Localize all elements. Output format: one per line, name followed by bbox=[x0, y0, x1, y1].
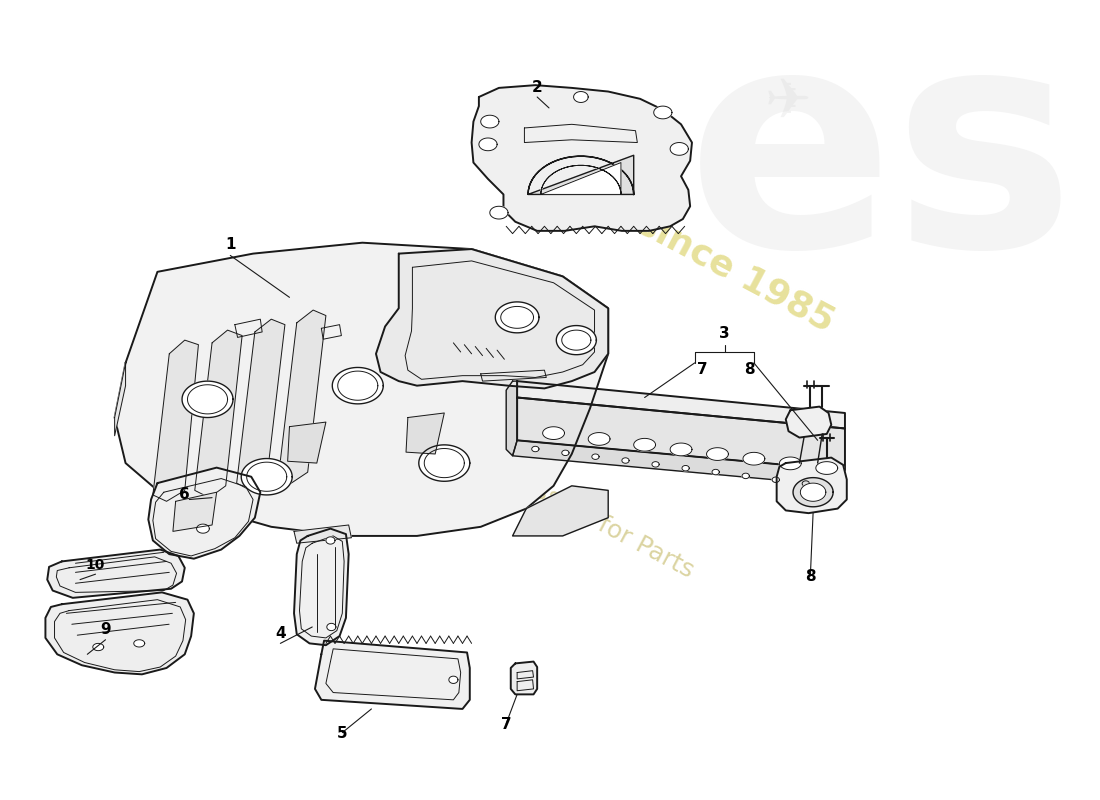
Polygon shape bbox=[706, 448, 728, 461]
Polygon shape bbox=[495, 302, 539, 333]
Text: since 1985: since 1985 bbox=[631, 206, 840, 338]
Polygon shape bbox=[406, 413, 444, 454]
Polygon shape bbox=[326, 537, 336, 544]
Polygon shape bbox=[47, 550, 185, 598]
Polygon shape bbox=[195, 330, 242, 498]
Polygon shape bbox=[332, 367, 383, 404]
Polygon shape bbox=[294, 529, 349, 645]
Text: ✈: ✈ bbox=[766, 76, 812, 130]
Polygon shape bbox=[634, 438, 656, 451]
Polygon shape bbox=[45, 592, 194, 674]
Text: 2: 2 bbox=[531, 79, 542, 94]
Text: es: es bbox=[686, 14, 1076, 311]
Polygon shape bbox=[376, 249, 608, 388]
Polygon shape bbox=[173, 492, 217, 531]
Polygon shape bbox=[478, 138, 497, 150]
Polygon shape bbox=[712, 470, 719, 474]
Polygon shape bbox=[802, 481, 810, 486]
Polygon shape bbox=[621, 458, 629, 463]
Polygon shape bbox=[288, 422, 326, 463]
Polygon shape bbox=[294, 525, 351, 543]
Polygon shape bbox=[148, 468, 261, 558]
Text: 6: 6 bbox=[179, 487, 190, 502]
Polygon shape bbox=[542, 426, 564, 439]
Polygon shape bbox=[327, 623, 336, 630]
Polygon shape bbox=[153, 340, 198, 502]
Polygon shape bbox=[197, 524, 209, 533]
Polygon shape bbox=[742, 473, 749, 478]
Polygon shape bbox=[588, 433, 610, 446]
Text: 4: 4 bbox=[275, 626, 286, 641]
Polygon shape bbox=[481, 115, 499, 128]
Text: 10: 10 bbox=[86, 558, 106, 572]
Polygon shape bbox=[236, 319, 285, 490]
Text: 7: 7 bbox=[696, 362, 707, 377]
Text: 5: 5 bbox=[337, 726, 348, 741]
Polygon shape bbox=[793, 478, 833, 506]
Polygon shape bbox=[517, 398, 845, 470]
Polygon shape bbox=[134, 640, 145, 647]
Polygon shape bbox=[114, 242, 608, 536]
Polygon shape bbox=[670, 443, 692, 456]
Polygon shape bbox=[92, 643, 103, 650]
Text: 8: 8 bbox=[744, 362, 755, 377]
Text: 1: 1 bbox=[226, 237, 235, 252]
Polygon shape bbox=[652, 462, 659, 467]
Polygon shape bbox=[472, 85, 692, 231]
Polygon shape bbox=[449, 676, 458, 683]
Text: 9: 9 bbox=[100, 622, 111, 638]
Polygon shape bbox=[653, 106, 672, 119]
Polygon shape bbox=[419, 445, 470, 482]
Polygon shape bbox=[772, 477, 780, 482]
Polygon shape bbox=[315, 641, 470, 709]
Polygon shape bbox=[777, 458, 847, 513]
Polygon shape bbox=[780, 457, 801, 470]
Polygon shape bbox=[114, 363, 125, 436]
Polygon shape bbox=[562, 450, 569, 455]
Polygon shape bbox=[510, 662, 537, 694]
Polygon shape bbox=[528, 155, 634, 194]
Polygon shape bbox=[182, 381, 233, 418]
Polygon shape bbox=[517, 381, 845, 429]
Text: 3: 3 bbox=[719, 326, 730, 342]
Polygon shape bbox=[557, 326, 596, 354]
Polygon shape bbox=[513, 486, 608, 536]
Text: 7: 7 bbox=[500, 717, 512, 732]
Polygon shape bbox=[531, 446, 539, 452]
Polygon shape bbox=[278, 310, 326, 483]
Polygon shape bbox=[785, 406, 832, 438]
Text: 8: 8 bbox=[805, 570, 816, 585]
Polygon shape bbox=[682, 466, 690, 471]
Polygon shape bbox=[742, 452, 764, 465]
Polygon shape bbox=[506, 381, 517, 456]
Polygon shape bbox=[816, 462, 838, 474]
Polygon shape bbox=[592, 454, 600, 459]
Polygon shape bbox=[490, 206, 508, 219]
Text: a passion for Parts: a passion for Parts bbox=[482, 453, 697, 582]
Polygon shape bbox=[513, 440, 845, 486]
Polygon shape bbox=[670, 142, 689, 155]
Polygon shape bbox=[573, 91, 588, 102]
Polygon shape bbox=[541, 162, 620, 194]
Polygon shape bbox=[801, 483, 826, 502]
Polygon shape bbox=[241, 458, 293, 495]
